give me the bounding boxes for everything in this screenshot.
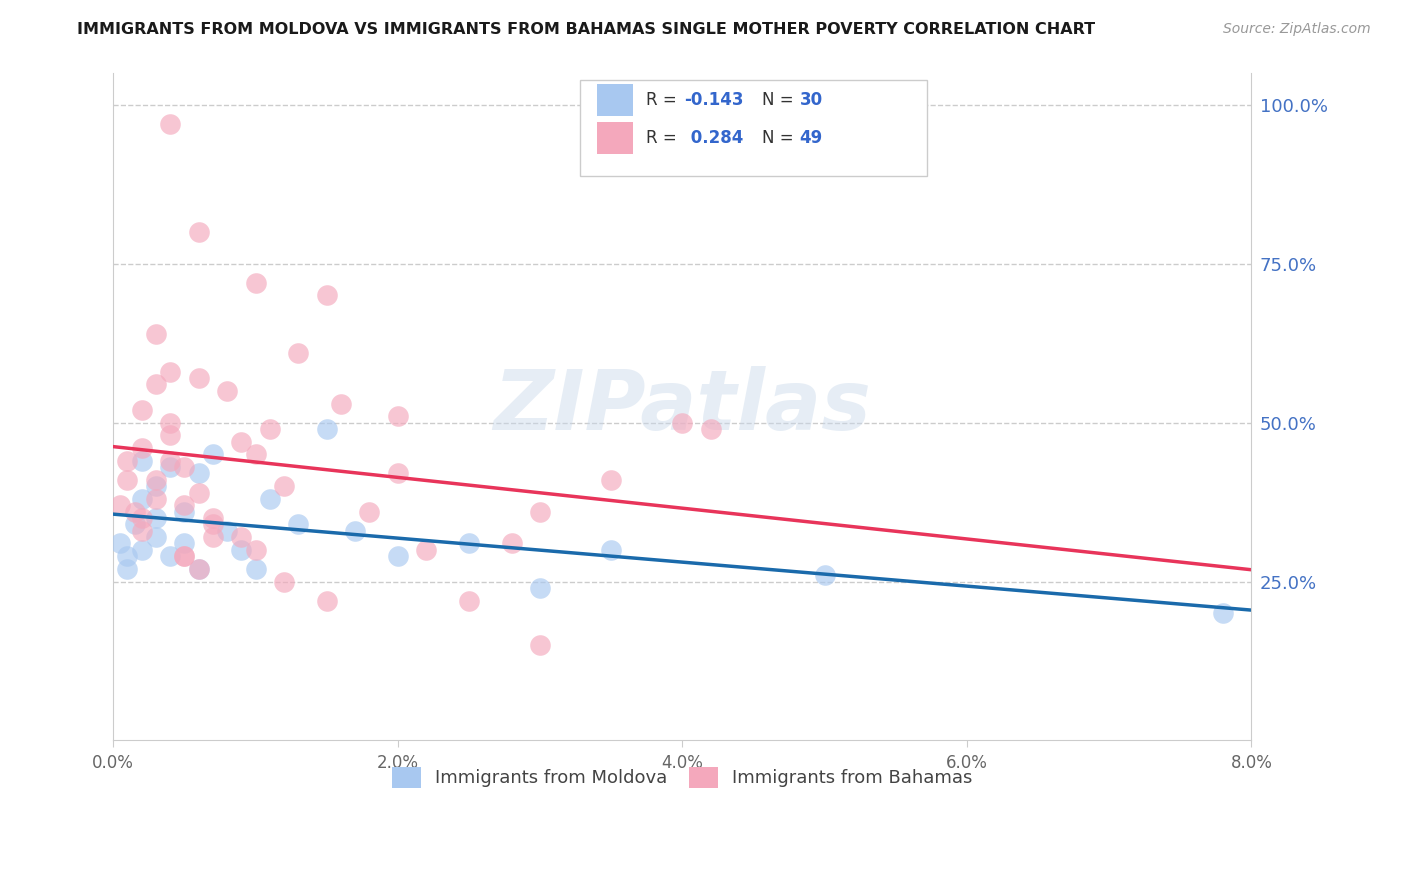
Point: [671, 416, 693, 430]
Point: [131, 491, 153, 506]
Point: [217, 384, 239, 398]
Point: [159, 117, 181, 131]
Point: [273, 574, 295, 589]
Text: Source: ZipAtlas.com: Source: ZipAtlas.com: [1223, 22, 1371, 37]
Point: [287, 345, 309, 359]
Point: [600, 542, 623, 557]
Point: [145, 491, 167, 506]
Point: [600, 473, 623, 487]
Point: [231, 434, 253, 449]
Point: [458, 593, 481, 607]
Point: [145, 479, 167, 493]
Point: [259, 491, 281, 506]
Point: [359, 505, 381, 519]
Point: [173, 460, 195, 475]
Point: [329, 396, 352, 410]
Point: [245, 447, 267, 461]
FancyBboxPatch shape: [579, 79, 927, 177]
Point: [173, 549, 195, 563]
Point: [131, 511, 153, 525]
Point: [117, 549, 139, 563]
Point: [387, 467, 409, 481]
Point: [700, 422, 723, 436]
Point: [387, 409, 409, 424]
Point: [245, 276, 267, 290]
Point: [117, 473, 139, 487]
Point: [529, 505, 551, 519]
Point: [173, 498, 195, 512]
Point: [187, 225, 209, 239]
Point: [315, 288, 337, 302]
Point: [315, 593, 337, 607]
Point: [187, 371, 209, 385]
Point: [145, 377, 167, 392]
Bar: [598, 121, 633, 153]
Point: [145, 473, 167, 487]
Text: R =: R =: [645, 91, 682, 109]
Point: [187, 467, 209, 481]
Point: [415, 542, 437, 557]
Point: [201, 517, 224, 532]
Point: [187, 562, 209, 576]
Point: [245, 562, 267, 576]
Point: [159, 460, 181, 475]
Point: [110, 536, 132, 550]
Point: [110, 498, 132, 512]
Point: [501, 536, 523, 550]
Point: [187, 562, 209, 576]
Point: [145, 530, 167, 544]
Point: [1212, 607, 1234, 621]
Point: [344, 524, 367, 538]
Point: [458, 536, 481, 550]
Point: [529, 581, 551, 595]
Legend: Immigrants from Moldova, Immigrants from Bahamas: Immigrants from Moldova, Immigrants from…: [385, 760, 980, 795]
Point: [159, 416, 181, 430]
Point: [259, 422, 281, 436]
Point: [159, 454, 181, 468]
Point: [159, 365, 181, 379]
Text: N =: N =: [762, 91, 793, 109]
Point: [529, 638, 551, 652]
Point: [131, 441, 153, 455]
Point: [173, 549, 195, 563]
Text: 0.284: 0.284: [685, 128, 742, 146]
Point: [201, 447, 224, 461]
Text: R =: R =: [645, 128, 682, 146]
Point: [245, 542, 267, 557]
Point: [124, 517, 146, 532]
Text: ZIPatlas: ZIPatlas: [494, 367, 872, 447]
Point: [131, 524, 153, 538]
Point: [231, 542, 253, 557]
Point: [187, 485, 209, 500]
Text: 30: 30: [800, 91, 823, 109]
Point: [117, 562, 139, 576]
Point: [173, 505, 195, 519]
Point: [159, 549, 181, 563]
Point: [124, 505, 146, 519]
Bar: [598, 84, 633, 116]
Point: [201, 530, 224, 544]
Text: -0.143: -0.143: [685, 91, 744, 109]
Point: [387, 549, 409, 563]
Text: 49: 49: [800, 128, 823, 146]
Point: [217, 524, 239, 538]
Point: [145, 511, 167, 525]
Point: [131, 542, 153, 557]
Text: N =: N =: [762, 128, 793, 146]
Point: [315, 422, 337, 436]
Point: [273, 479, 295, 493]
Point: [231, 530, 253, 544]
Point: [173, 536, 195, 550]
Point: [201, 511, 224, 525]
Point: [145, 326, 167, 341]
Point: [287, 517, 309, 532]
Point: [159, 428, 181, 442]
Point: [131, 454, 153, 468]
Point: [131, 403, 153, 417]
Point: [813, 568, 835, 582]
Point: [117, 454, 139, 468]
Text: IMMIGRANTS FROM MOLDOVA VS IMMIGRANTS FROM BAHAMAS SINGLE MOTHER POVERTY CORRELA: IMMIGRANTS FROM MOLDOVA VS IMMIGRANTS FR…: [77, 22, 1095, 37]
